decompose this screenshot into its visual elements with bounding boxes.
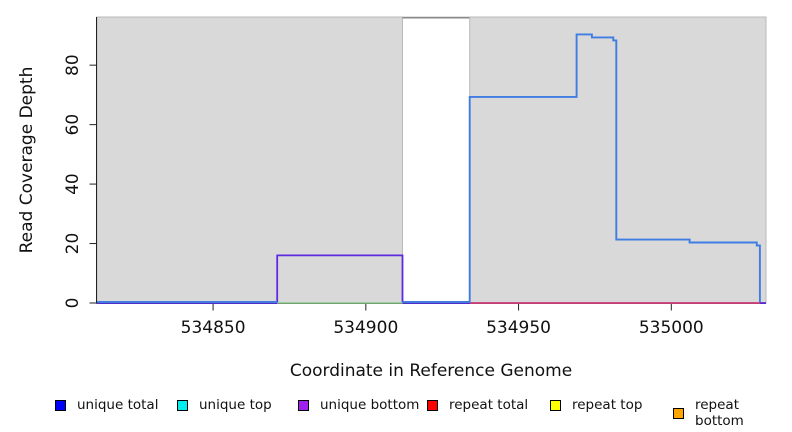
legend-label-unique-bottom: unique bottom — [320, 397, 420, 413]
x-tick-label: 534850 — [181, 318, 246, 338]
legend-label-repeat-bottom: repeat bottom — [695, 397, 744, 429]
legend-label-repeat-top: repeat top — [572, 397, 643, 413]
panel-covered-left — [96, 16, 403, 304]
y-axis-title: Read Coverage Depth — [17, 66, 37, 254]
x-tick-label: 534900 — [333, 318, 398, 338]
y-tick-label: 60 — [63, 114, 83, 136]
legend-item-repeat-total: repeat total — [427, 397, 528, 413]
legend-label-unique-total: unique total — [77, 397, 159, 413]
coverage-plot: 0 20 40 60 80 534850 534900 534950 535000 — [63, 16, 767, 338]
y-tick-label: 0 — [63, 298, 83, 309]
legend-swatch-unique-total — [55, 399, 66, 411]
legend-label-repeat-total: repeat total — [449, 397, 529, 413]
series-unique-bottom — [97, 254, 766, 304]
legend-swatch-repeat-total — [427, 399, 438, 411]
panel-covered-right — [469, 16, 767, 304]
y-tick-label: 80 — [63, 54, 83, 76]
legend-swatch-repeat-top — [550, 399, 561, 411]
legend-item-unique-top: unique top — [177, 397, 272, 413]
legend-item-unique-bottom: unique bottom — [298, 397, 419, 413]
x-axis-title: Coordinate in Reference Genome — [289, 361, 573, 381]
legend-item-repeat-bottom: repeat bottom — [673, 397, 792, 429]
legend-swatch-unique-bottom — [298, 399, 309, 411]
legend-item-repeat-top: repeat top — [550, 397, 642, 413]
series-unique-total — [402, 33, 761, 303]
axes: 0 20 40 60 80 534850 534900 534950 535000 — [63, 17, 766, 338]
x-tick-label: 535000 — [639, 318, 704, 338]
legend-swatch-unique-top — [177, 399, 188, 411]
y-tick-label: 20 — [63, 233, 83, 255]
legend: unique total unique top unique bottom repea… — [0, 397, 792, 429]
x-tick-label: 534950 — [486, 318, 551, 338]
series-lines — [97, 33, 766, 304]
legend-swatch-repeat-bottom — [673, 407, 684, 419]
legend-item-unique-total: unique total — [55, 397, 158, 413]
y-tick-label: 40 — [63, 173, 83, 195]
legend-label-unique-top: unique top — [199, 397, 272, 413]
plot-panels — [96, 16, 767, 304]
